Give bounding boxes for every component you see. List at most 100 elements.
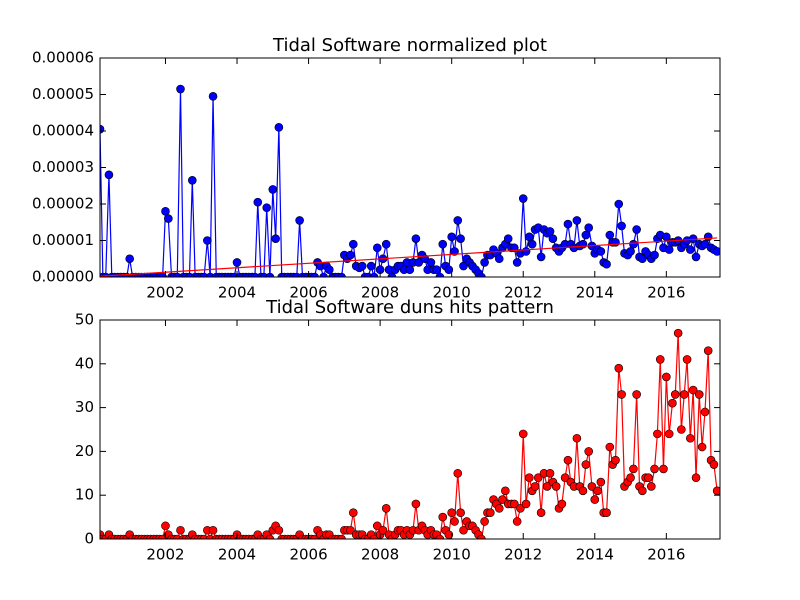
data-point — [587, 482, 597, 491]
data-point — [188, 175, 197, 185]
data-point — [274, 525, 284, 535]
data-point — [158, 272, 167, 277]
data-point — [176, 84, 185, 94]
data-point — [590, 495, 600, 504]
x-tick-label: 2010 — [433, 284, 471, 302]
data-point — [551, 482, 561, 491]
data-point — [372, 243, 382, 253]
data-point — [572, 216, 582, 225]
data-point — [453, 216, 463, 225]
data-point — [596, 247, 606, 256]
data-point — [611, 238, 620, 247]
data-point — [208, 525, 218, 535]
y-tick-label: 0.00000 — [32, 268, 94, 286]
data-point — [387, 272, 397, 277]
data-point — [668, 398, 677, 408]
data-point — [563, 219, 573, 229]
data-point — [512, 517, 522, 526]
data-point — [447, 232, 456, 242]
data-point — [712, 247, 720, 256]
data-point — [691, 473, 701, 482]
y-tick-label: 0.00001 — [32, 231, 94, 249]
y-tick-label: 0.00006 — [32, 49, 94, 67]
data-point — [542, 482, 552, 491]
data-point — [438, 512, 448, 522]
data-point — [525, 473, 534, 482]
data-point — [381, 239, 391, 249]
data-point — [682, 355, 692, 364]
data-point — [664, 429, 674, 439]
data-point — [611, 455, 620, 465]
data-point — [486, 508, 495, 518]
x-tick-label: 2010 — [433, 546, 471, 564]
data-point — [208, 92, 218, 101]
data-point — [614, 363, 624, 373]
data-point — [626, 247, 635, 256]
data-point — [405, 265, 415, 275]
data-point — [268, 185, 278, 194]
data-point — [688, 385, 698, 395]
data-point — [516, 504, 525, 513]
data-point — [104, 170, 114, 180]
data-point — [578, 486, 588, 496]
data-point — [477, 534, 486, 539]
data-point — [581, 460, 591, 469]
data-point — [632, 390, 641, 399]
plot-area — [100, 84, 720, 277]
data-point — [426, 258, 436, 267]
data-point — [369, 272, 379, 277]
data-point — [602, 259, 611, 269]
data-point — [518, 194, 528, 203]
data-point — [161, 207, 170, 216]
data-point — [629, 464, 638, 474]
y-tick-label: 30 — [75, 398, 94, 416]
data-point — [411, 499, 421, 509]
plot-area — [100, 328, 720, 539]
data-point — [560, 473, 570, 482]
data-point — [161, 521, 170, 531]
data-point — [653, 429, 662, 439]
data-point — [378, 525, 388, 535]
x-tick-label: 2004 — [218, 284, 256, 302]
data-point — [176, 525, 185, 535]
x-tick-label: 2014 — [576, 284, 614, 302]
data-point — [325, 265, 334, 275]
data-point — [381, 504, 391, 513]
y-tick-label: 40 — [75, 354, 94, 372]
data-point — [125, 254, 134, 264]
data-point — [438, 239, 448, 249]
data-point — [450, 247, 459, 256]
data-point — [617, 390, 626, 399]
data-point — [521, 499, 531, 509]
x-tick-label: 2012 — [504, 546, 542, 564]
data-point — [450, 517, 459, 526]
data-point — [456, 508, 465, 518]
data-point — [164, 214, 173, 223]
data-point — [265, 272, 275, 277]
data-point — [348, 508, 358, 518]
data-point — [435, 534, 445, 539]
data-point — [498, 495, 507, 504]
data-point — [459, 525, 468, 535]
data-point — [659, 464, 668, 474]
data-point — [593, 486, 602, 496]
y-tick-label: 0 — [84, 530, 94, 548]
data-point — [581, 230, 591, 240]
data-point — [527, 239, 537, 249]
data-point — [295, 216, 304, 225]
data-point — [664, 245, 674, 254]
data-point — [369, 534, 379, 539]
data-point — [337, 272, 346, 277]
data-point — [348, 239, 358, 249]
data-point — [453, 468, 463, 478]
data-point — [232, 258, 242, 267]
data-point — [262, 203, 272, 212]
data-point — [536, 508, 546, 518]
data-point — [512, 258, 522, 267]
data-point — [480, 258, 489, 267]
x-tick-label: 2014 — [576, 546, 614, 564]
data-point — [584, 447, 594, 456]
data-point — [679, 390, 689, 399]
